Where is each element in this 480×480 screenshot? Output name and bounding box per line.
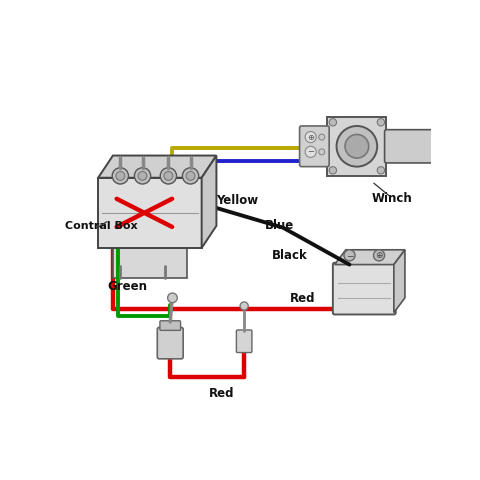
Circle shape	[377, 119, 384, 126]
FancyBboxPatch shape	[333, 263, 396, 314]
Polygon shape	[394, 250, 405, 312]
Text: Red: Red	[209, 387, 235, 400]
Circle shape	[186, 171, 195, 180]
Text: ⊕: ⊕	[307, 132, 314, 142]
Circle shape	[305, 132, 316, 143]
Text: Green: Green	[108, 280, 147, 293]
Text: Winch: Winch	[372, 192, 412, 205]
Circle shape	[329, 167, 336, 174]
Circle shape	[329, 119, 336, 126]
Polygon shape	[98, 156, 216, 178]
Circle shape	[336, 126, 377, 167]
Circle shape	[134, 168, 151, 184]
Text: Yellow: Yellow	[216, 193, 259, 206]
Circle shape	[112, 168, 129, 184]
FancyBboxPatch shape	[160, 321, 180, 330]
Circle shape	[305, 146, 316, 157]
Polygon shape	[335, 250, 405, 264]
Text: Black: Black	[272, 249, 308, 262]
FancyBboxPatch shape	[384, 130, 436, 163]
Circle shape	[319, 134, 325, 140]
Circle shape	[344, 250, 355, 261]
Text: −: −	[307, 147, 314, 156]
FancyBboxPatch shape	[98, 178, 202, 248]
FancyBboxPatch shape	[327, 117, 386, 176]
Circle shape	[116, 171, 125, 180]
Polygon shape	[202, 156, 216, 248]
Circle shape	[345, 134, 369, 158]
Circle shape	[164, 171, 173, 180]
FancyBboxPatch shape	[157, 327, 183, 359]
Text: ⊕: ⊕	[375, 251, 383, 260]
Polygon shape	[113, 248, 187, 277]
Text: Blue: Blue	[264, 219, 294, 232]
Circle shape	[240, 302, 248, 310]
FancyBboxPatch shape	[236, 330, 252, 352]
Text: Red: Red	[290, 291, 316, 304]
Circle shape	[377, 167, 384, 174]
Circle shape	[138, 171, 147, 180]
Circle shape	[319, 149, 325, 155]
Circle shape	[182, 168, 199, 184]
Circle shape	[168, 293, 177, 303]
Circle shape	[160, 168, 177, 184]
Circle shape	[373, 250, 384, 261]
Text: Contral Box: Contral Box	[65, 221, 138, 231]
FancyBboxPatch shape	[300, 126, 329, 167]
Text: −: −	[346, 251, 353, 260]
